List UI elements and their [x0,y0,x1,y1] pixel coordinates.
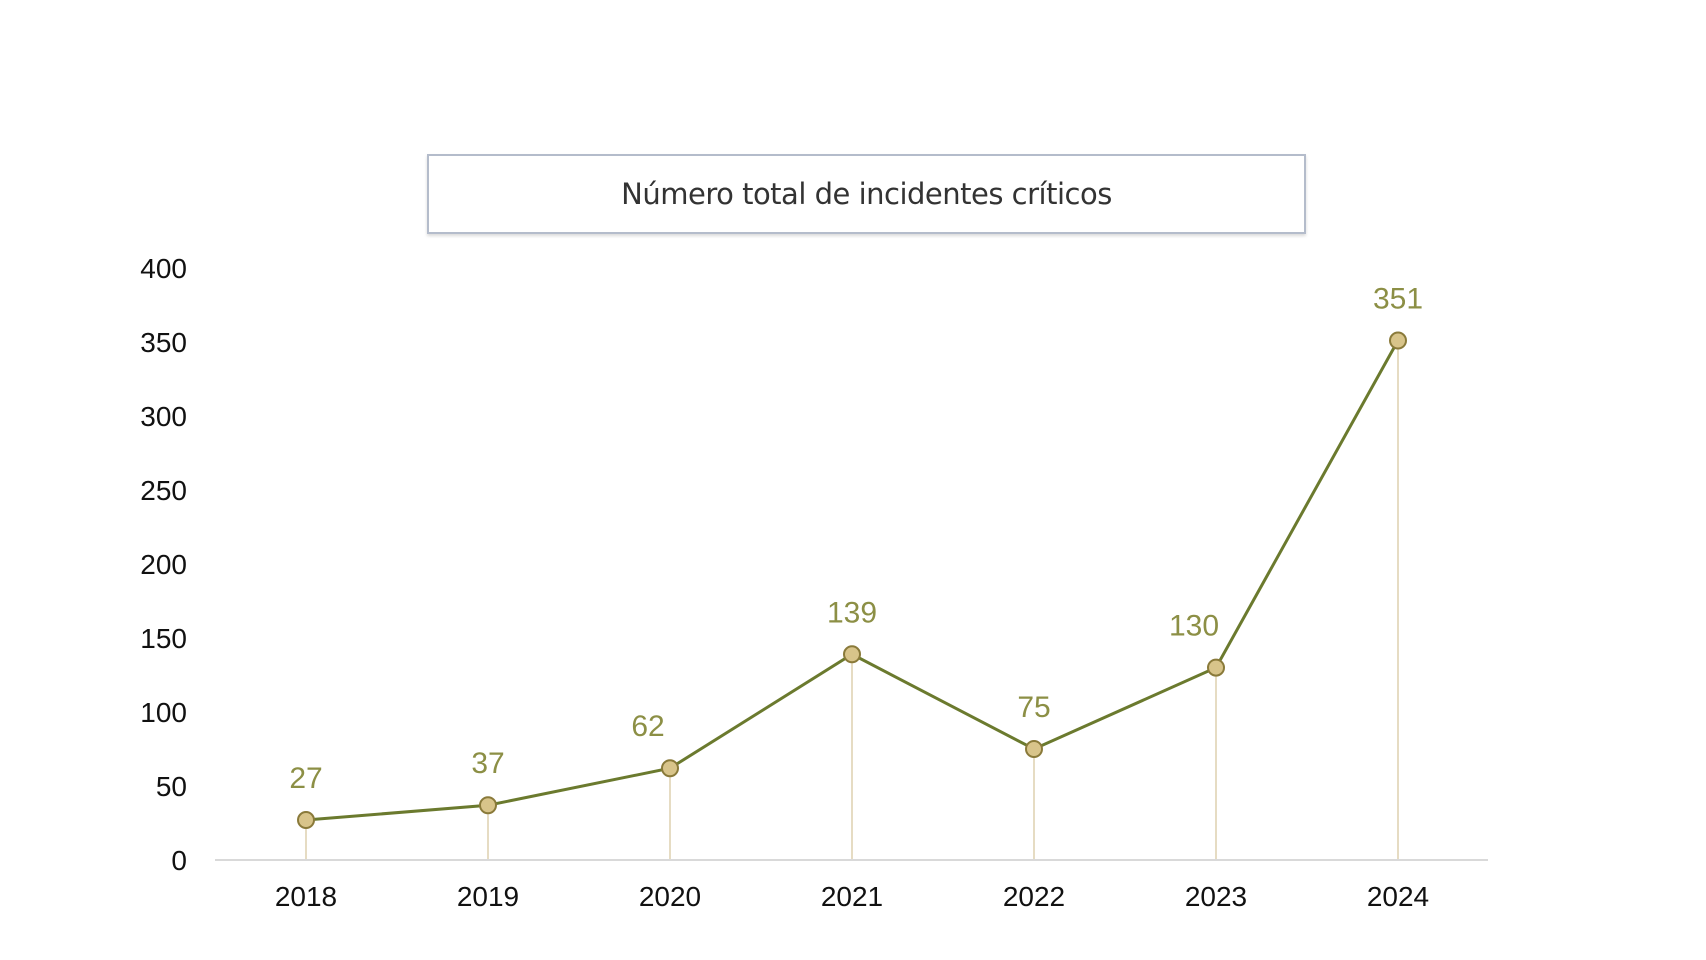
data-label: 351 [1373,283,1423,316]
data-label: 37 [471,747,504,780]
chart-title: Número total de incidentes críticos [621,177,1112,211]
x-tick-label: 2024 [1367,881,1429,912]
x-tick-label: 2020 [639,881,701,912]
data-label: 27 [289,762,322,795]
y-tick-label: 50 [156,771,187,802]
data-point [297,811,315,830]
data-point [1389,331,1407,350]
x-tick-label: 2018 [275,881,337,912]
data-point [479,796,497,815]
data-label: 130 [1169,610,1219,643]
data-point [1207,658,1225,677]
y-tick-label: 300 [140,401,187,432]
y-tick-label: 200 [140,549,187,580]
x-tick-label: 2022 [1003,881,1065,912]
data-label: 62 [631,710,664,743]
data-point [1025,740,1043,758]
x-tick-label: 2021 [821,881,883,912]
x-tick-label: 2019 [457,881,519,912]
chart-title-box: Número total de incidentes críticos [427,154,1306,234]
data-label: 139 [827,596,877,629]
y-tick-label: 400 [140,253,187,284]
data-point [661,759,679,778]
data-label: 75 [1017,691,1050,724]
y-tick-label: 100 [140,697,187,728]
y-tick-label: 250 [140,475,187,506]
x-tick-label: 2023 [1185,881,1247,912]
y-tick-label: 150 [140,623,187,654]
data-point [843,645,861,664]
y-tick-label: 350 [140,327,187,358]
y-tick-label: 0 [171,845,187,876]
